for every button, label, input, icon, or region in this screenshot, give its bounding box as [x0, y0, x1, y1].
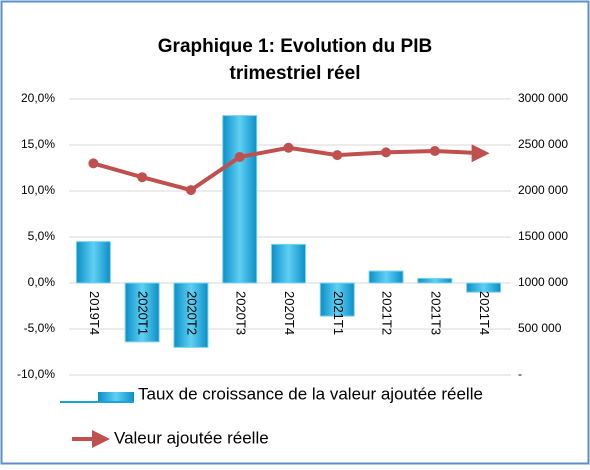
y-tick-label: -5,0%: [24, 321, 56, 335]
chart-title: trimestriel réel: [230, 63, 361, 84]
legend-label: Taux de croissance de la valeur ajoutée …: [138, 384, 483, 403]
y-tick-label: 5,0%: [28, 229, 56, 243]
y2-tick-label: 1000 000: [518, 275, 568, 289]
marker: [381, 147, 392, 158]
x-tick-label: 2021T2: [380, 291, 395, 335]
x-tick-label: 2021T4: [477, 291, 492, 335]
marker: [88, 158, 99, 169]
marker: [429, 145, 440, 156]
marker: [332, 150, 343, 161]
x-tick-label: 2019T4: [87, 291, 102, 335]
marker: [185, 185, 196, 196]
x-tick-label: 2020T4: [282, 291, 297, 335]
y2-tick-label: 2000 000: [518, 183, 568, 197]
y2-tick-label: -: [518, 367, 522, 381]
marker: [137, 172, 148, 183]
x-tick-label: 2020T1: [136, 291, 151, 335]
y2-tick-label: 2500 000: [518, 137, 568, 151]
marker: [234, 151, 245, 162]
bar: [124, 282, 160, 343]
y-tick-label: 20,0%: [21, 91, 55, 105]
y-tick-label: 0,0%: [28, 275, 56, 289]
bar: [319, 282, 355, 317]
y-tick-label: 15,0%: [21, 137, 55, 151]
bar: [368, 270, 404, 284]
y-tick-label: -10,0%: [17, 367, 55, 381]
bar: [222, 115, 258, 284]
marker: [471, 144, 490, 163]
x-tick-label: 2020T2: [185, 291, 200, 335]
x-tick-label: 2021T1: [331, 291, 346, 335]
marker: [283, 142, 294, 153]
x-tick-label: 2021T3: [428, 291, 443, 335]
legend-swatch: [92, 430, 110, 448]
legend-swatch: [98, 392, 134, 402]
bar: [75, 241, 111, 284]
chart-title: Graphique 1: Evolution du PIB: [158, 36, 432, 57]
bar: [417, 277, 453, 284]
bar: [173, 282, 209, 348]
y-tick-label: 10,0%: [21, 183, 55, 197]
y2-tick-label: 3000 000: [518, 91, 568, 105]
bar: [466, 282, 502, 293]
bar: [271, 243, 306, 284]
legend-label: Valeur ajoutée réelle: [114, 428, 269, 447]
y2-tick-label: 1500 000: [518, 229, 568, 243]
y2-tick-label: 500 000: [518, 321, 562, 335]
x-tick-label: 2020T3: [233, 291, 248, 335]
